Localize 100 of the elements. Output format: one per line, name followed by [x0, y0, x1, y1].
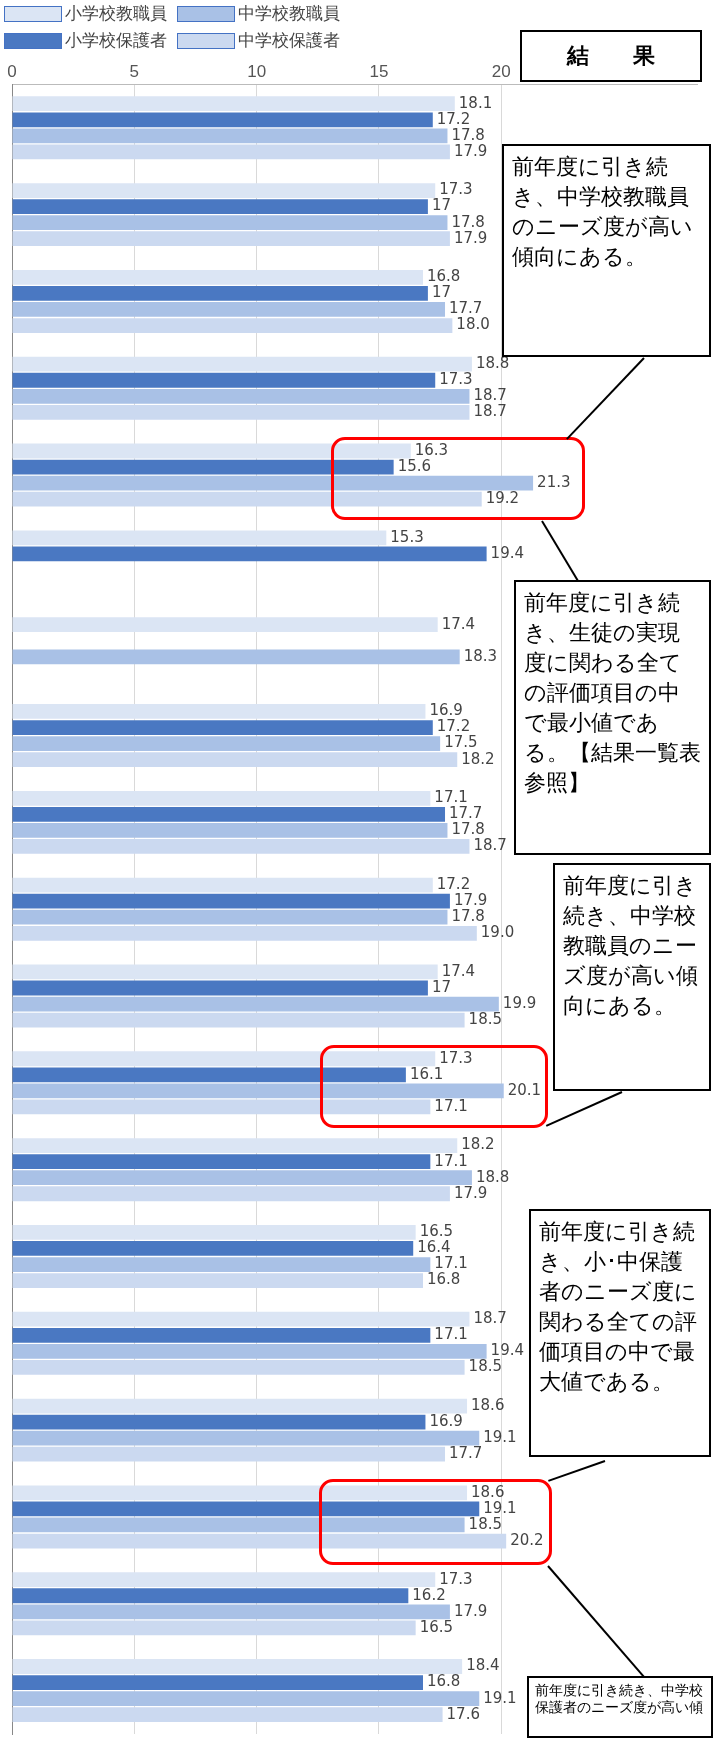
- data-label: 18.7: [473, 386, 507, 405]
- data-label: 18.5: [468, 1514, 502, 1533]
- data-label: 19.9: [502, 993, 537, 1012]
- bar: [12, 704, 426, 719]
- data-label: 17.8: [451, 125, 485, 144]
- bar: [12, 1485, 468, 1501]
- data-label: 17.1: [434, 1254, 468, 1273]
- data-label: 16.4: [417, 1238, 451, 1257]
- data-label: 17.7: [449, 804, 483, 823]
- data-label: 16.8: [427, 267, 461, 286]
- data-label: 18.8: [475, 354, 510, 373]
- data-label: 16.9: [429, 701, 463, 720]
- data-label: 18.3: [463, 646, 498, 665]
- bar: [12, 1067, 406, 1083]
- bar: [12, 302, 446, 317]
- legend-label: 小学校教職員: [65, 2, 167, 25]
- data-label: 16.2: [412, 1585, 446, 1604]
- data-label: 20.1: [507, 1080, 542, 1099]
- bar: [12, 806, 446, 822]
- bar: [12, 231, 450, 247]
- bar: [12, 1430, 480, 1446]
- bar: [12, 1343, 487, 1359]
- data-label: 18.2: [461, 749, 495, 768]
- data-label: 17.6: [446, 1704, 480, 1723]
- data-label: 17.3: [439, 1048, 473, 1067]
- bar: [12, 1398, 468, 1414]
- bar: [12, 1659, 463, 1674]
- data-label: 18.0: [456, 315, 490, 334]
- bar: [12, 1533, 507, 1549]
- data-label: 17.1: [434, 1151, 468, 1170]
- bar: [12, 112, 433, 128]
- bar: [12, 269, 423, 285]
- bar: [12, 1604, 450, 1620]
- bar: [12, 909, 448, 925]
- bar: [12, 443, 411, 459]
- bar: [12, 1414, 426, 1430]
- data-label: 15.6: [397, 456, 432, 475]
- bar: [12, 356, 472, 372]
- data-label: 16.1: [409, 1064, 444, 1083]
- data-label: 17.9: [453, 141, 488, 160]
- bar: [12, 459, 394, 475]
- bar: [12, 1517, 465, 1533]
- data-label: 17.4: [441, 614, 476, 633]
- bar: [12, 1691, 480, 1707]
- bar: [12, 96, 455, 112]
- bar: [12, 546, 487, 562]
- data-label: 18.5: [468, 1010, 502, 1028]
- data-label: 21.3: [537, 473, 571, 492]
- data-label: 17.3: [439, 370, 473, 389]
- bar: [12, 1225, 416, 1240]
- bar: [12, 1327, 431, 1343]
- data-label: 19.1: [483, 1498, 517, 1517]
- data-label: 17.3: [439, 180, 473, 199]
- data-label: 18.8: [475, 1167, 510, 1186]
- data-label: 17: [431, 283, 451, 302]
- bar: [12, 877, 433, 893]
- bar: [12, 144, 450, 160]
- data-label: 17.8: [451, 212, 485, 231]
- bar: [12, 617, 438, 633]
- data-label: 17.9: [453, 1183, 488, 1202]
- data-label: 17.1: [434, 1096, 468, 1115]
- bar: [12, 286, 428, 301]
- annotation: 前年度に引き続き、中学校教職員のニーズ度が高い傾向にある。: [553, 863, 711, 1091]
- annotation: 前年度に引き続き、小･中保護者のニーズ度に関わる全ての評価項目の中で最大値である。: [529, 1209, 711, 1457]
- legend-label: 中学校教職員: [238, 2, 340, 25]
- data-label: 18.7: [473, 1309, 507, 1328]
- data-label: 18.2: [461, 1135, 495, 1154]
- data-label: 16.8: [427, 1672, 461, 1691]
- data-label: 19.0: [480, 923, 515, 942]
- data-label: 17: [431, 977, 451, 996]
- bar: [12, 1099, 431, 1115]
- bar: [12, 1051, 436, 1067]
- bar: [12, 215, 448, 231]
- x-tick-label: 20: [491, 61, 511, 81]
- data-label: 16.9: [429, 1411, 463, 1430]
- bar: [12, 475, 534, 491]
- data-label: 17.3: [439, 1569, 473, 1588]
- data-label: 17.5: [444, 733, 478, 752]
- bar: [12, 1186, 450, 1202]
- bar: [12, 720, 433, 735]
- bar: [12, 980, 428, 996]
- bar: [12, 1620, 416, 1636]
- bar: [12, 893, 450, 909]
- data-label: 18.5: [468, 1357, 502, 1376]
- data-label: 18.7: [473, 836, 507, 855]
- data-label: 16.5: [419, 1222, 454, 1241]
- bar: [12, 1707, 443, 1723]
- data-label: 17.1: [434, 1325, 468, 1344]
- data-label: 17.7: [449, 299, 483, 318]
- data-label: 19.4: [490, 1341, 525, 1360]
- bar: [12, 790, 431, 806]
- data-label: 17.9: [453, 228, 488, 247]
- data-label: 17.8: [451, 907, 485, 926]
- bar: [12, 964, 438, 980]
- x-tick-label: 5: [129, 61, 140, 81]
- bar: [12, 752, 458, 768]
- data-label: 19.2: [485, 489, 520, 508]
- bar: [12, 491, 482, 507]
- annotation: 前年度に引き続き、生徒の実現度に関わる全ての評価項目の中で最小値である。【結果一覧表参照】: [514, 580, 711, 855]
- data-label: 19.1: [483, 1428, 517, 1447]
